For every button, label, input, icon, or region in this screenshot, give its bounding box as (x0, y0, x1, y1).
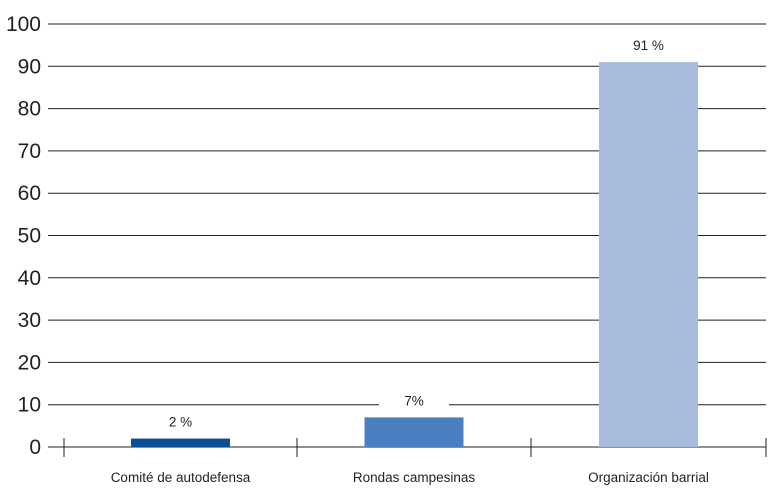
gridlines (48, 23, 766, 406)
x-category-label: Comité de autodefensa (111, 470, 251, 485)
y-tick-label: 90 (18, 55, 41, 78)
bar (131, 438, 230, 447)
y-tick-label: 0 (29, 436, 41, 459)
y-tick-label: 60 (18, 182, 41, 205)
labels: 2 % Comité de autodefensa 7% Rondas campesi… (111, 36, 709, 485)
data-label-background (613, 36, 684, 55)
axes: 0 10 20 30 40 50 60 70 80 90 100 (6, 13, 767, 459)
y-tick-label: 80 (18, 98, 41, 121)
y-tick-label: 40 (18, 267, 41, 290)
data-label: 7% (404, 393, 424, 408)
data-label-background (145, 412, 216, 431)
y-tick-label: 20 (18, 351, 41, 374)
y-tick-label: 30 (18, 309, 41, 332)
data-label: 2 % (169, 415, 192, 430)
y-tick-label: 10 (18, 394, 41, 417)
x-category-label: Rondas campesinas (353, 470, 476, 485)
data-label-background (379, 391, 449, 410)
bar (364, 417, 464, 447)
x-category-label: Organización barrial (588, 470, 709, 485)
data-label: 91 % (633, 38, 664, 53)
bars (131, 62, 698, 447)
y-tick-label: 70 (18, 140, 41, 163)
y-tick-label: 100 (6, 13, 41, 36)
bar (599, 62, 698, 447)
y-tick-label: 50 (18, 225, 41, 248)
